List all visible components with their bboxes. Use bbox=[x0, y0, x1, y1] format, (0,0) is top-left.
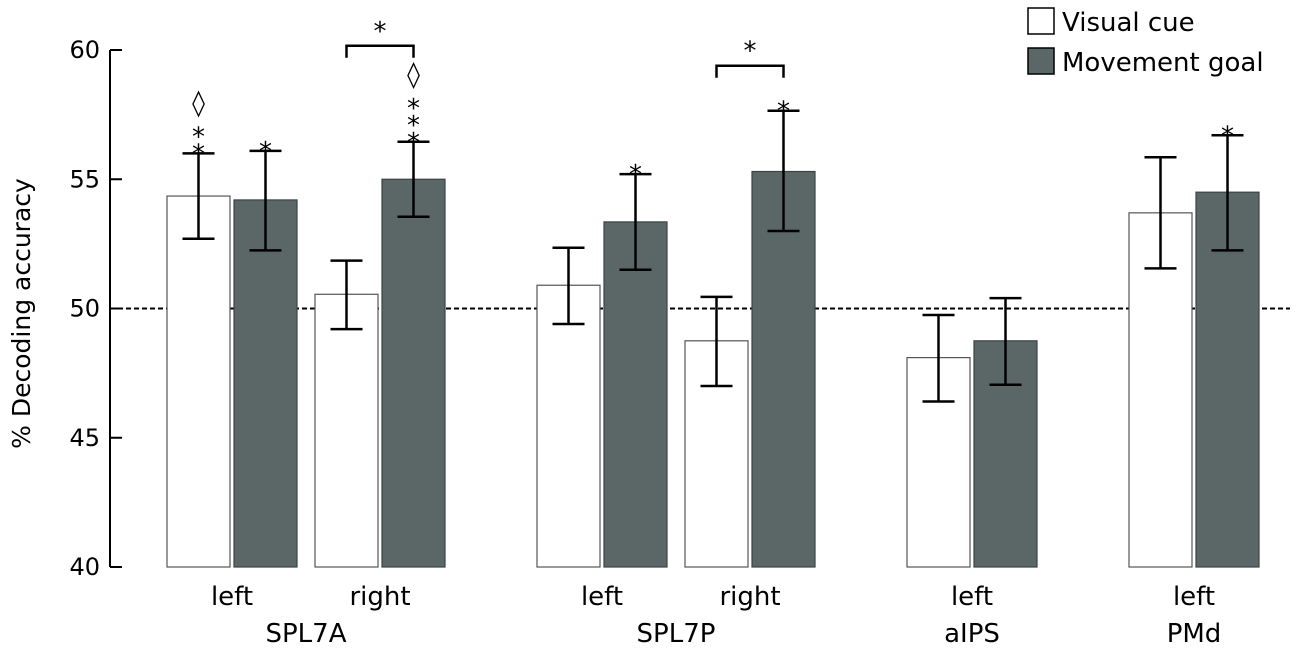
significance-star: * bbox=[259, 137, 272, 167]
legend-swatch bbox=[1027, 47, 1055, 75]
significance-star: * bbox=[407, 94, 420, 124]
legend-label: Visual cue bbox=[1062, 8, 1195, 38]
hemisphere-label: right bbox=[719, 582, 780, 612]
hemisphere-label: left bbox=[951, 582, 993, 612]
hemisphere-label: right bbox=[349, 582, 410, 612]
y-axis-title: % Decoding accuracy bbox=[7, 178, 36, 449]
legend-label: Movement goal bbox=[1062, 48, 1264, 78]
bar-visual bbox=[166, 195, 231, 568]
comparison-bracket bbox=[715, 64, 785, 78]
y-tick-label: 50 bbox=[69, 295, 100, 323]
bracket-star: * bbox=[374, 17, 387, 47]
y-tick-label: 40 bbox=[69, 553, 100, 581]
region-label: SPL7P bbox=[637, 619, 716, 649]
legend: Visual cue Movement goal bbox=[1027, 7, 1264, 78]
hemisphere-label: left bbox=[1173, 582, 1215, 612]
bar-movement bbox=[233, 199, 298, 568]
bar-visual bbox=[1128, 212, 1193, 568]
legend-swatch bbox=[1027, 7, 1055, 35]
significance-star: * bbox=[777, 97, 790, 127]
y-tick-label: 55 bbox=[69, 165, 100, 193]
diamond-marker: ◊ bbox=[192, 88, 205, 118]
region-label: aIPS bbox=[944, 619, 1000, 649]
significance-star: * bbox=[407, 111, 420, 141]
y-tick-label: 45 bbox=[69, 424, 100, 452]
region-label: SPL7A bbox=[266, 619, 347, 649]
bracket-star: * bbox=[744, 37, 757, 67]
y-tick-label: 60 bbox=[69, 36, 100, 64]
significance-star: * bbox=[192, 139, 205, 169]
bar-movement bbox=[603, 221, 668, 568]
axes-layer: 40 45 50 55 60 % Decoding accuracy bbox=[7, 36, 122, 581]
significance-star: * bbox=[629, 160, 642, 190]
significance-star: * bbox=[1221, 121, 1234, 151]
bar-visual bbox=[314, 293, 379, 568]
diamond-marker: ◊ bbox=[407, 60, 420, 90]
significance-star: * bbox=[192, 122, 205, 152]
hemisphere-label: left bbox=[581, 582, 623, 612]
hemisphere-label: left bbox=[211, 582, 253, 612]
region-label: PMd bbox=[1167, 619, 1222, 649]
bar-movement bbox=[381, 178, 446, 568]
significance-star: * bbox=[407, 128, 420, 158]
comparison-bracket bbox=[345, 44, 415, 58]
bar-movement bbox=[1195, 191, 1260, 568]
bar-movement bbox=[751, 170, 816, 568]
bars-layer: **◊* ***◊***** bbox=[166, 17, 1260, 568]
bar-visual bbox=[536, 284, 601, 568]
